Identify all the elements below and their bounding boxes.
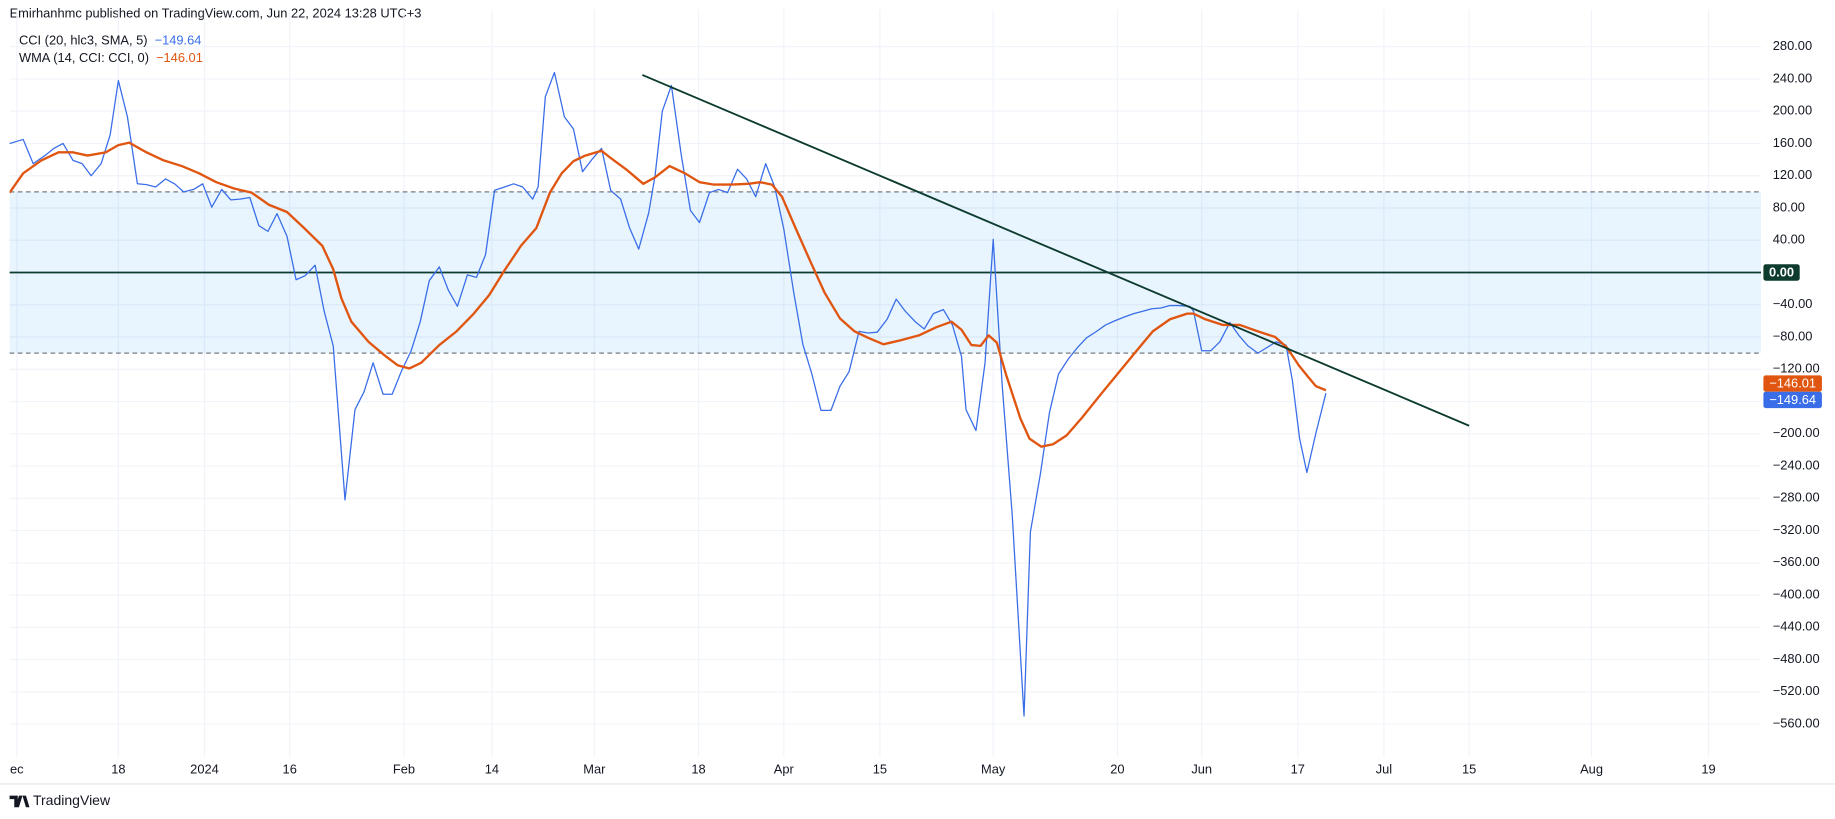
chart-title: Emirhanhmc published on TradingView.com,… <box>10 5 422 20</box>
legend-value: −146.01 <box>156 50 203 65</box>
y-tick-label: 0.00 <box>1769 264 1794 279</box>
y-tick-label: 280.00 <box>1773 38 1812 53</box>
series-line <box>9 141 1327 448</box>
y-tick-label: −320.00 <box>1773 522 1820 537</box>
y-tick-label: 80.00 <box>1773 199 1805 214</box>
x-tick-label: Mar <box>583 761 606 776</box>
y-tick-label: −240.00 <box>1773 457 1820 472</box>
trendline <box>641 74 1470 427</box>
x-tick-label: 2024 <box>190 761 219 776</box>
x-tick-label: 20 <box>1110 761 1124 776</box>
y-tick-label: 40.00 <box>1773 232 1805 247</box>
y-tick-label: 240.00 <box>1773 70 1812 85</box>
x-tick-label: 18 <box>691 761 705 776</box>
x-tick-label: 15 <box>1462 761 1476 776</box>
x-tick-label: 18 <box>111 761 125 776</box>
last-value-label: −146.01 <box>1769 376 1816 391</box>
last-value-box <box>1763 375 1822 392</box>
y-tick-label: −40.00 <box>1773 296 1813 311</box>
y-tick-label: −360.00 <box>1773 554 1820 569</box>
x-tick-label: May <box>981 761 1006 776</box>
grid <box>9 9 1762 757</box>
legend-value: −149.64 <box>155 32 202 47</box>
x-tick-label: 14 <box>485 761 499 776</box>
y-tick-label: −80.00 <box>1773 328 1813 343</box>
x-tick-label: 19 <box>1701 761 1715 776</box>
y-tick-label: −480.00 <box>1773 651 1820 666</box>
x-tick-label: 15 <box>873 761 887 776</box>
legend-label: WMA (14, CCI: CCI, 0) <box>19 50 149 65</box>
y-tick-label: −120.00 <box>1773 361 1820 376</box>
footer-brand: TradingView <box>33 792 111 808</box>
y-tick-label: −560.00 <box>1773 715 1820 730</box>
y-tick-label: −440.00 <box>1773 619 1820 634</box>
legend-label: CCI (20, hlc3, SMA, 5) <box>19 32 148 47</box>
y-tick-label: −520.00 <box>1773 683 1820 698</box>
plot-area <box>9 71 1762 717</box>
y-tick-label: −200.00 <box>1773 425 1820 440</box>
y-tick-label: 160.00 <box>1773 135 1812 150</box>
tradingview-logo <box>9 795 30 808</box>
x-tick-label: Feb <box>393 761 415 776</box>
x-tick-label: 17 <box>1291 761 1305 776</box>
last-value-label: −149.64 <box>1769 392 1816 407</box>
x-tick-label: Apr <box>774 761 795 776</box>
x-tick-label: Jul <box>1376 761 1392 776</box>
y-tick-label: 120.00 <box>1773 167 1812 182</box>
axes: 280.00240.00200.00160.00120.0080.0040.00… <box>10 38 1822 776</box>
x-tick-label: 16 <box>283 761 297 776</box>
y-tick-label: −400.00 <box>1773 586 1820 601</box>
x-tick-label: Jun <box>1191 761 1212 776</box>
y-tick-label: −280.00 <box>1773 490 1820 505</box>
series-line <box>9 71 1327 717</box>
last-value-box <box>1763 391 1822 409</box>
x-tick-label: Aug <box>1580 761 1603 776</box>
y-tick-label: 200.00 <box>1773 103 1812 118</box>
zero-label-box <box>1763 264 1800 281</box>
x-tick-label: ec <box>10 761 24 776</box>
